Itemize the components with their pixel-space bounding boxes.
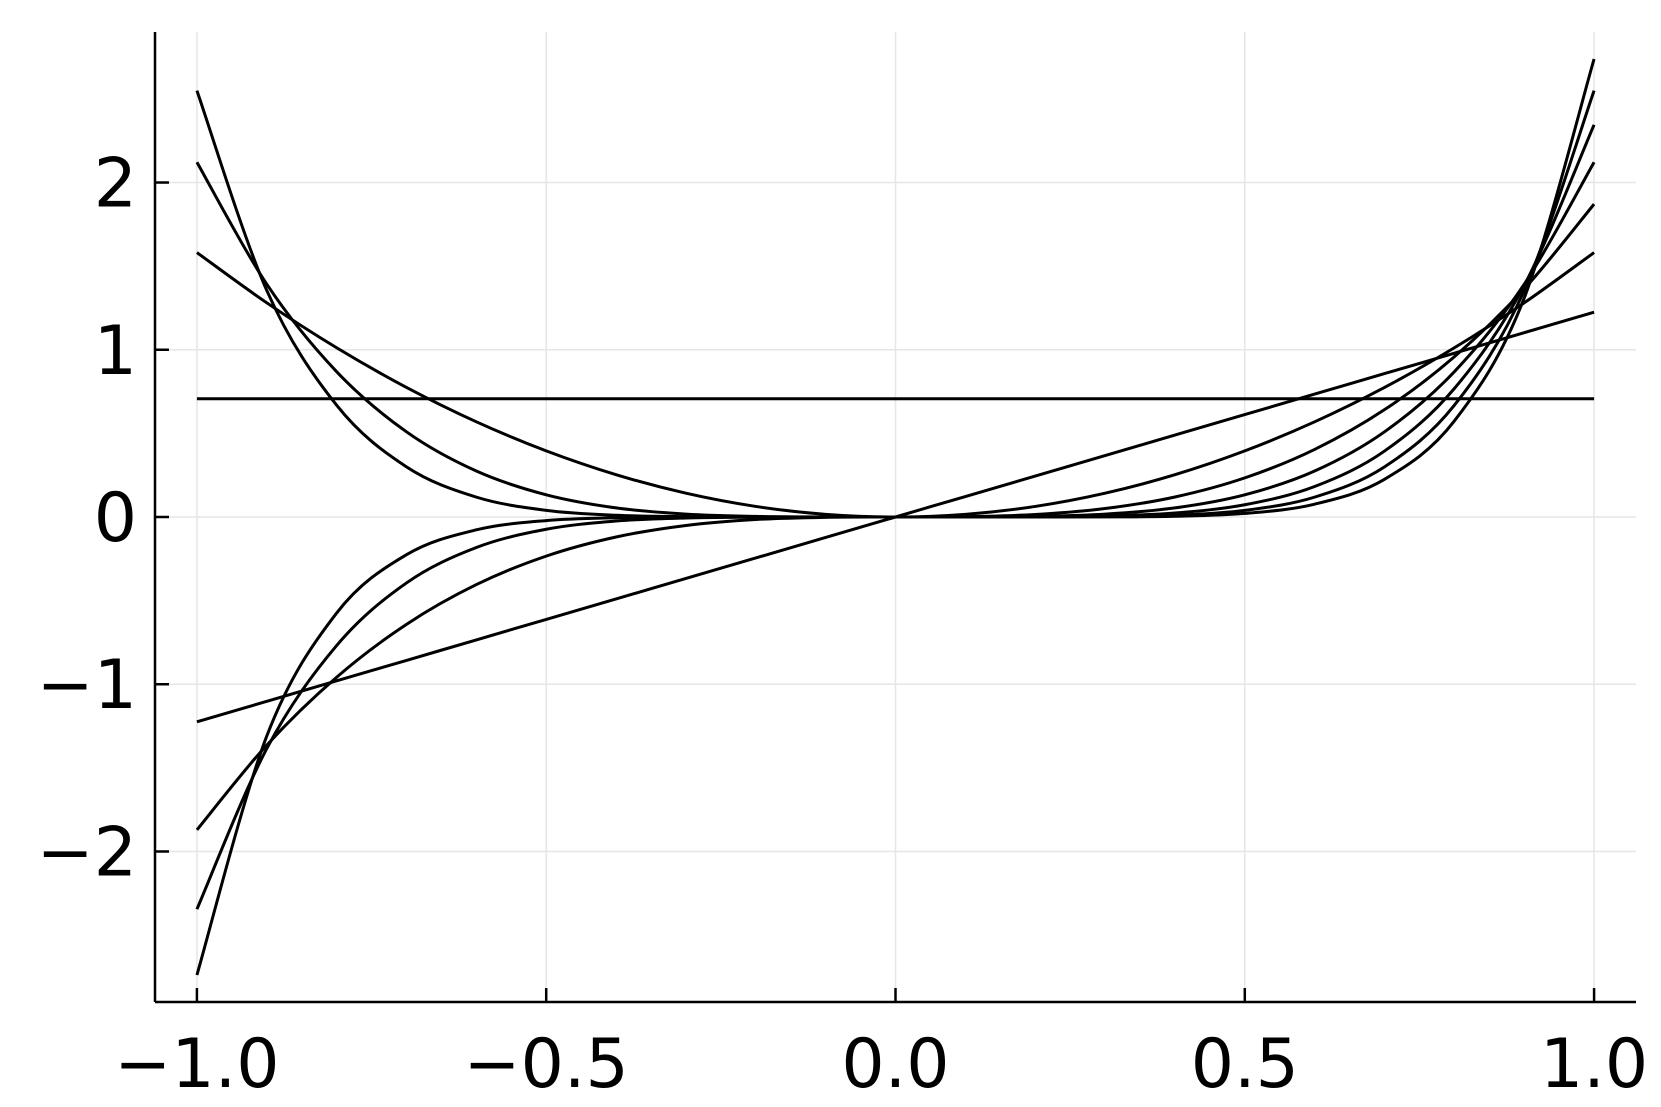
y-tick-label-4: 2 [94,145,137,224]
x-tick-label-1: −0.5 [464,1025,629,1104]
y-tick-label-2: 0 [94,479,137,558]
axes [153,32,1636,1004]
grid [155,32,1636,1002]
tick-labels: −1.0 −0.5 0.0 0.5 1.0 −2 −1 0 1 2 [37,145,1648,1104]
x-tick-label-2: 0.0 [841,1025,949,1104]
series-line-7 [195,58,1596,976]
x-tick-label-4: 1.0 [1540,1025,1648,1104]
x-tick-label-0: −1.0 [114,1025,279,1104]
series-group [195,58,1596,976]
y-tick-label-1: −1 [37,646,137,725]
y-tick-label-3: 1 [94,312,137,391]
x-tick-label-3: 0.5 [1191,1025,1299,1104]
y-tick-label-0: −2 [37,813,137,892]
